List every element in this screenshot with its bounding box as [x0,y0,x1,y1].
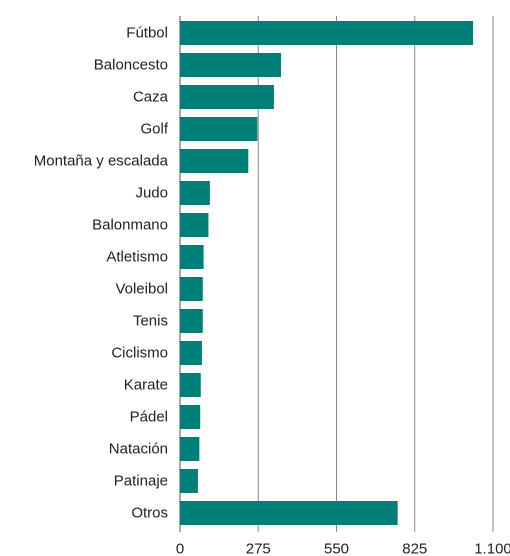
category-label-0: Fútbol [126,25,168,42]
category-label-1: Baloncesto [94,57,168,74]
bar-10 [180,341,202,365]
category-label-10: Ciclismo [111,345,168,362]
x-tick-label-1: 275 [246,541,271,556]
category-labels: Fútbol Baloncesto Caza Golf Montaña y escala… [34,25,169,522]
category-label-13: Natación [109,441,168,458]
bar-6 [180,213,209,237]
category-label-11: Karate [124,377,168,394]
category-label-7: Atletismo [106,249,168,266]
bar-12 [180,405,201,429]
x-tick-labels: 0 275 550 825 1.100 [176,541,510,556]
bar-5 [180,181,210,205]
category-label-15: Otros [131,505,168,522]
bar-15 [180,501,398,525]
bar-8 [180,277,203,301]
category-label-8: Voleibol [115,281,168,298]
bar-4 [180,149,249,173]
category-label-6: Balonmano [92,217,168,234]
bar-13 [180,437,200,461]
bars [180,21,474,525]
x-tick-label-4: 1.100 [474,541,510,556]
x-tick-label-2: 550 [324,541,349,556]
bar-7 [180,245,204,269]
x-tick-label-3: 825 [402,541,427,556]
bar-3 [180,117,258,141]
bar-1 [180,53,282,77]
category-label-5: Judo [135,185,168,202]
category-label-14: Patinaje [114,473,168,490]
bar-2 [180,85,274,109]
bar-0 [180,21,474,45]
bar-11 [180,373,201,397]
category-label-12: Pádel [130,409,168,426]
category-label-9: Tenis [133,313,168,330]
x-tick-label-0: 0 [176,541,184,556]
bar-9 [180,309,203,333]
category-label-4: Montaña y escalada [34,153,169,170]
category-label-2: Caza [133,89,169,106]
bar-14 [180,469,198,493]
category-label-3: Golf [140,121,168,138]
